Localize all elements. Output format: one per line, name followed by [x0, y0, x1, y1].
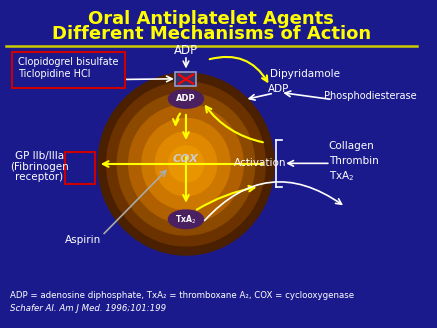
Text: ADP: ADP	[174, 44, 198, 57]
Text: Activation: Activation	[234, 158, 287, 168]
Ellipse shape	[117, 93, 255, 235]
Ellipse shape	[98, 73, 274, 255]
Text: (Fibrinogen: (Fibrinogen	[10, 162, 69, 172]
Text: ADP: ADP	[268, 84, 289, 94]
Text: GP IIb/IIIa: GP IIb/IIIa	[14, 151, 64, 161]
Text: Dipyridamole: Dipyridamole	[270, 69, 340, 79]
Ellipse shape	[142, 118, 230, 210]
Text: receptor): receptor)	[15, 172, 63, 182]
Ellipse shape	[107, 82, 265, 246]
Ellipse shape	[129, 105, 243, 223]
Ellipse shape	[155, 132, 217, 196]
Ellipse shape	[168, 210, 204, 229]
Text: COX: COX	[173, 154, 199, 164]
Text: Different Mechanisms of Action: Different Mechanisms of Action	[52, 25, 371, 43]
Text: ADP: ADP	[176, 94, 196, 103]
Text: Clopidogrel bisulfate: Clopidogrel bisulfate	[18, 57, 119, 67]
Text: Ticlopidine HCl: Ticlopidine HCl	[18, 69, 90, 79]
Text: TxA$_2$: TxA$_2$	[176, 213, 197, 226]
FancyBboxPatch shape	[176, 72, 197, 86]
Ellipse shape	[168, 90, 204, 108]
Text: Thrombin: Thrombin	[329, 156, 378, 166]
Text: Oral Antiplatelet Agents: Oral Antiplatelet Agents	[88, 10, 334, 28]
Text: Phosphodiesterase: Phosphodiesterase	[324, 91, 417, 101]
Text: Collagen: Collagen	[329, 141, 375, 151]
Text: Aspirin: Aspirin	[65, 236, 101, 245]
Text: TxA$_2$: TxA$_2$	[329, 170, 354, 183]
Ellipse shape	[168, 146, 204, 182]
Text: ADP = adenosine diphosphate, TxA₂ = thromboxane A₂, COX = cyclooxygenase: ADP = adenosine diphosphate, TxA₂ = thro…	[10, 291, 354, 300]
Text: Schafer AI. Am J Med. 1996;101:199: Schafer AI. Am J Med. 1996;101:199	[10, 304, 166, 313]
